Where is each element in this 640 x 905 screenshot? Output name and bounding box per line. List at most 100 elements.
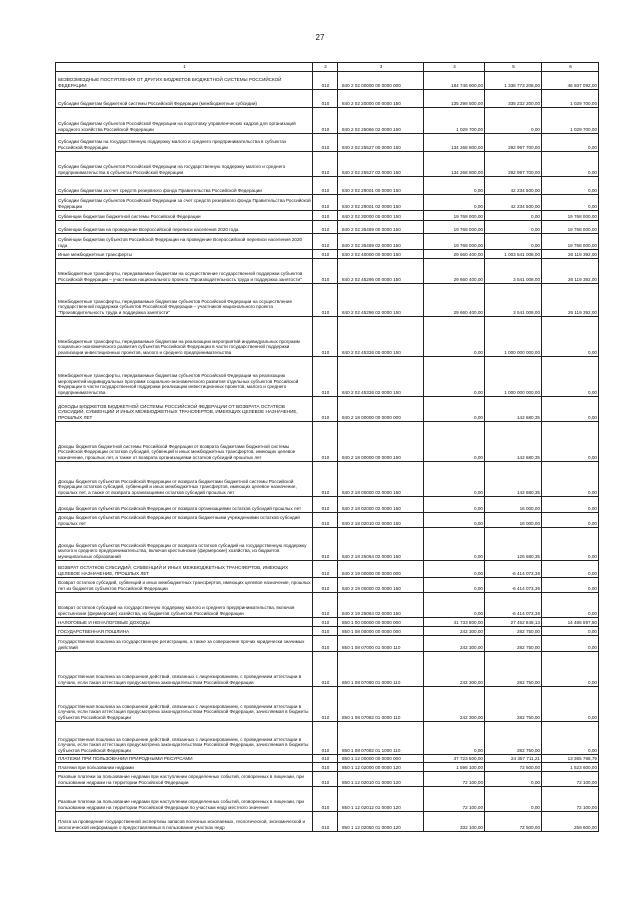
row-description: Иные межбюджетные трансферты: [55, 249, 313, 259]
row-value-executed: 142 680,35: [484, 461, 542, 497]
table-row: БЕЗВОЗМЕЗДНЫЕ ПОСТУПЛЕНИЯ ОТ ДРУГИХ БЮДЖ…: [55, 71, 599, 90]
row-value-executed: -6 414 073,36: [484, 577, 542, 593]
row-value-plan: 41 733 800,00: [423, 617, 485, 627]
row-value-plan: 0,00: [423, 356, 485, 397]
row-value-executed: 1 000 000 000,00: [484, 316, 542, 357]
row-description: ВОЗВРАТ ОСТАТКОВ СУБСИДИЙ, СУБВЕНЦИЙ И И…: [55, 560, 313, 578]
row-value-executed: 24 357 711,21: [484, 754, 542, 763]
row-description: Субсидии бюджетам субъектов Российской Ф…: [55, 194, 313, 211]
table-row: Плата за проведение государственной эксп…: [55, 811, 599, 832]
row-line-code: 010: [312, 210, 338, 221]
row-budget-code: 850 1 00 00000 00 0000 000: [337, 617, 424, 627]
row-description: ДОХОДЫ БЮДЖЕТОВ БЮДЖЕТНОЙ СИСТЕМЫ РОССИЙ…: [55, 396, 313, 422]
row-value-executed: 42 234 500,00: [484, 176, 542, 195]
row-description: Доходы бюджетов субъектов Российской Фед…: [55, 496, 313, 513]
row-value-plan: 29 660 400,00: [423, 249, 485, 259]
row-budget-code: 840 2 02 45296 02 0000 150: [337, 283, 424, 317]
row-value-plan: 0,00: [423, 496, 485, 513]
row-value-remaining: 0,00: [541, 396, 599, 422]
row-value-remaining: 0,00: [541, 577, 599, 593]
row-budget-code: 850 1 12 02050 01 0000 120: [337, 811, 424, 832]
row-value-plan: 242 300,00: [423, 651, 485, 687]
row-budget-code: 840 2 18 00000 00 0000 000: [337, 396, 424, 422]
row-line-code: 010: [312, 560, 338, 578]
row-value-remaining: 0,00: [541, 176, 599, 195]
row-value-executed: 1 003 541 008,00: [484, 249, 542, 259]
row-budget-code: 840 2 18 02010 02 0000 150: [337, 512, 424, 528]
row-description: Субсидии бюджетам субъектов Российской Ф…: [55, 151, 313, 177]
row-value-executed: 1 000 000 000,00: [484, 356, 542, 397]
row-value-plan: 0,00: [423, 194, 485, 211]
table-row: Разовые платежи за пользование недрами п…: [55, 786, 599, 812]
row-line-code: 010: [312, 133, 338, 152]
row-line-code: 010: [312, 421, 338, 462]
revenue-table: 1 2 3 4 5 6 БЕЗВОЗМЕЗДНЫЕ ПОСТУПЛЕНИЯ ОТ…: [55, 62, 599, 832]
row-value-remaining: 0,00: [541, 461, 599, 497]
row-description: Разовые платежи за пользование недрами п…: [55, 771, 313, 787]
row-line-code: 010: [312, 176, 338, 195]
row-budget-code: 850 1 08 00000 00 0000 000: [337, 626, 424, 636]
row-line-code: 010: [312, 626, 338, 636]
table-row: Государственная пошлина за совершение де…: [55, 686, 599, 722]
row-description: Субвенции бюджетам на проведение Всеросс…: [55, 220, 313, 234]
row-value-executed: 292 997 700,00: [484, 133, 542, 152]
row-value-remaining: 72 100,00: [541, 786, 599, 812]
row-value-executed: 72 500,00: [484, 762, 542, 772]
row-value-executed: 292 997 700,00: [484, 151, 542, 177]
row-description: Субсидии бюджетам на государственную под…: [55, 133, 313, 152]
table-row: Разовые платежи за пользование недрами п…: [55, 771, 599, 787]
table-row: Межбюджетные трансферты, передаваемые бю…: [55, 258, 599, 284]
table-row: Государственная пошлина за совершение де…: [55, 651, 599, 687]
row-value-plan: 0,00: [423, 176, 485, 195]
row-value-remaining: 0,00: [541, 356, 599, 397]
row-line-code: 010: [312, 496, 338, 513]
row-value-plan: 0,00: [423, 527, 485, 561]
row-value-remaining: 0,00: [541, 151, 599, 177]
row-value-plan: 19 768 000,00: [423, 220, 485, 234]
table-row: Государственная пошлина за государственн…: [55, 635, 599, 652]
row-description: Субсидии бюджетам за счет средств резерв…: [55, 176, 313, 195]
row-value-executed: -6 414 073,36: [484, 592, 542, 618]
row-description: Государственная пошлина за совершение де…: [55, 651, 313, 687]
table-row: Субвенции бюджетам субъектов Российской …: [55, 233, 599, 250]
row-value-executed: 335 232 200,00: [484, 89, 542, 108]
row-budget-code: 850 1 12 02010 01 0000 120: [337, 771, 424, 787]
row-value-executed: 142 680,35: [484, 421, 542, 462]
row-budget-code: 840 2 19 25064 02 0000 150: [337, 592, 424, 618]
row-description: Субвенции бюджетам субъектов Российской …: [55, 233, 313, 250]
row-value-executed: 72 500,00: [484, 811, 542, 832]
row-value-remaining: 0,00: [541, 496, 599, 513]
row-budget-code: 840 2 02 00000 00 0000 000: [337, 71, 424, 90]
row-line-code: 010: [312, 617, 338, 627]
table-row: Платежи при пользовании недрами 010 850 1 …: [55, 762, 599, 772]
row-value-plan: 134 268 800,00: [423, 133, 485, 152]
row-value-plan: 0,00: [423, 461, 485, 497]
row-line-code: 010: [312, 527, 338, 561]
row-value-plan: 0,00: [423, 577, 485, 593]
table-row: Субвенции бюджетам на проведение Всеросс…: [55, 220, 599, 234]
row-budget-code: 840 2 02 25066 02 0000 150: [337, 107, 424, 134]
row-value-remaining: 259 600,00: [541, 811, 599, 832]
row-budget-code: 850 1 08 07080 01 0000 110: [337, 651, 424, 687]
row-value-plan: 0,00: [423, 721, 485, 755]
row-budget-code: 840 2 19 00000 00 0000 000: [337, 560, 424, 578]
row-value-plan: 72 100,00: [423, 771, 485, 787]
row-value-remaining: 0,00: [541, 721, 599, 755]
table-row: ПЛАТЕЖИ ПРИ ПОЛЬЗОВАНИИ ПРИРОДНЫМИ РЕСУР…: [55, 754, 599, 763]
row-value-executed: 3 541 008,00: [484, 283, 542, 317]
table-header-row: 1 2 3 4 5 6: [55, 62, 599, 72]
row-value-plan: 135 298 500,00: [423, 89, 485, 108]
row-line-code: 010: [312, 811, 338, 832]
row-description: Межбюджетные трансферты, передаваемые бю…: [55, 356, 313, 397]
row-description: Доходы бюджетов субъектов Российской Фед…: [55, 527, 313, 561]
row-value-plan: 0,00: [423, 592, 485, 618]
row-value-remaining: 72 100,00: [541, 771, 599, 787]
row-value-plan: 0,00: [423, 560, 485, 578]
row-description: Плата за проведение государственной эксп…: [55, 811, 313, 832]
row-value-executed: 16 000,00: [484, 496, 542, 513]
row-value-executed: 282 750,00: [484, 686, 542, 722]
row-value-remaining: 26 119 392,00: [541, 283, 599, 317]
row-value-remaining: 0,00: [541, 133, 599, 152]
row-description: Возврат остатков субсидий на государстве…: [55, 592, 313, 618]
row-value-remaining: 0,00: [541, 316, 599, 357]
